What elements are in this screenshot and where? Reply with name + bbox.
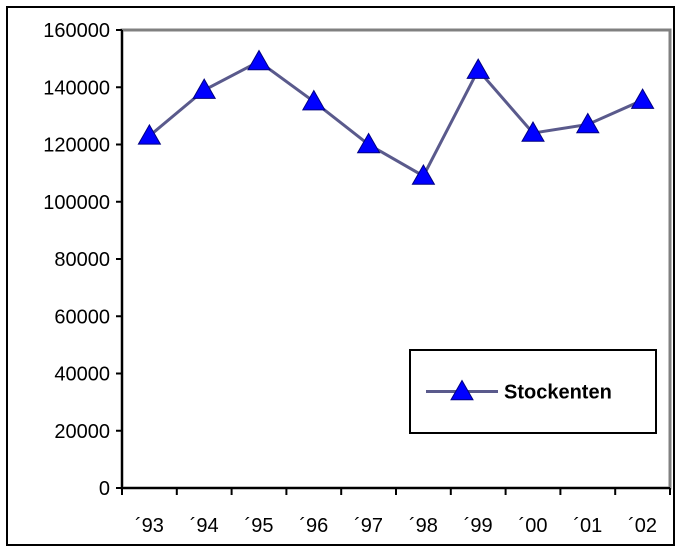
data-point-marker bbox=[411, 163, 436, 185]
axis-layer: 0 20000 40000 60000 80000 100000 120000 140000 1… bbox=[43, 20, 671, 537]
y-tick-label: 140000 bbox=[43, 77, 110, 99]
x-tick-label: ´01 bbox=[573, 515, 602, 537]
y-tick-label: 100000 bbox=[43, 192, 110, 214]
y-tick-label: 0 bbox=[99, 478, 110, 500]
x-tick-label: ´94 bbox=[190, 515, 219, 537]
data-point-marker bbox=[301, 89, 326, 111]
data-point-marker bbox=[137, 123, 162, 145]
legend-marker-swatch bbox=[450, 379, 474, 401]
y-tick-label: 80000 bbox=[54, 249, 110, 271]
x-tick-label: ´96 bbox=[299, 515, 328, 537]
data-point-marker bbox=[192, 78, 217, 99]
data-point-marker bbox=[630, 88, 655, 109]
x-tick-label: ´02 bbox=[628, 515, 657, 537]
data-point-marker bbox=[521, 121, 545, 142]
y-tick-label: 160000 bbox=[43, 20, 110, 42]
legend-label: Stockenten bbox=[504, 382, 612, 404]
y-tick-label: 60000 bbox=[54, 306, 110, 328]
legend: Stockenten bbox=[409, 349, 657, 434]
y-tick-label: 40000 bbox=[54, 364, 110, 386]
y-tick-label: 120000 bbox=[43, 135, 110, 157]
series-line bbox=[148, 59, 644, 179]
x-tick-label: ´95 bbox=[245, 515, 274, 537]
x-tick-label: ´93 bbox=[135, 515, 164, 537]
x-tick-label: ´97 bbox=[354, 515, 383, 537]
data-point-marker bbox=[575, 112, 600, 134]
x-tick-label: ´99 bbox=[464, 515, 493, 537]
data-point-marker bbox=[356, 132, 381, 154]
data-point-marker bbox=[247, 49, 271, 71]
data-point-marker bbox=[466, 58, 491, 79]
y-tick-label: 20000 bbox=[54, 421, 110, 443]
x-tick-label: ´98 bbox=[409, 515, 438, 537]
series-layer bbox=[137, 49, 655, 185]
x-tick-label: ´00 bbox=[519, 515, 548, 537]
